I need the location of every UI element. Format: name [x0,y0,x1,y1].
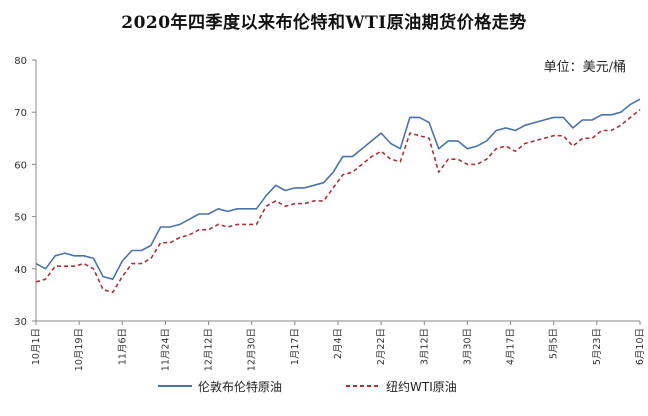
x-tick-label: 3月12日 [419,328,430,365]
x-tick-label: 5月23日 [592,328,603,365]
x-tick-label: 11月24日 [160,328,171,371]
series-line-brent [35,98,641,281]
x-tick-label: 10月19日 [74,328,85,371]
x-tick-label: 5月5日 [549,328,560,359]
x-tick-label: 3月30日 [462,328,473,365]
chart-title: 2020年四季度以来布伦特和WTI原油期货价格走势 [121,13,527,33]
series-line-wti [35,108,641,294]
x-tick-label: 12月30日 [247,328,258,371]
legend-label-wti: 纽约WTI原油 [386,379,457,394]
x-tick-label: 12月12日 [204,328,215,371]
unit-label: 单位：美元/桶 [543,60,626,75]
y-tick-label: 30 [14,317,27,328]
y-tick-label: 50 [14,213,27,224]
legend-label-brent: 伦敦布伦特原油 [198,379,282,394]
x-tick-label: 2月4日 [333,328,344,359]
x-tick-label: 11月6日 [117,328,128,365]
y-tick-label: 40 [14,265,27,276]
x-tick-label: 2月22日 [376,328,387,365]
x-tick-label: 10月1日 [31,328,42,365]
y-tick-label: 70 [14,108,27,119]
x-tick-label: 6月10日 [635,328,646,365]
x-tick-label: 4月17日 [506,328,517,365]
y-tick-label: 80 [14,56,27,67]
x-tick-label: 1月17日 [290,328,301,365]
y-tick-label: 60 [14,160,27,171]
